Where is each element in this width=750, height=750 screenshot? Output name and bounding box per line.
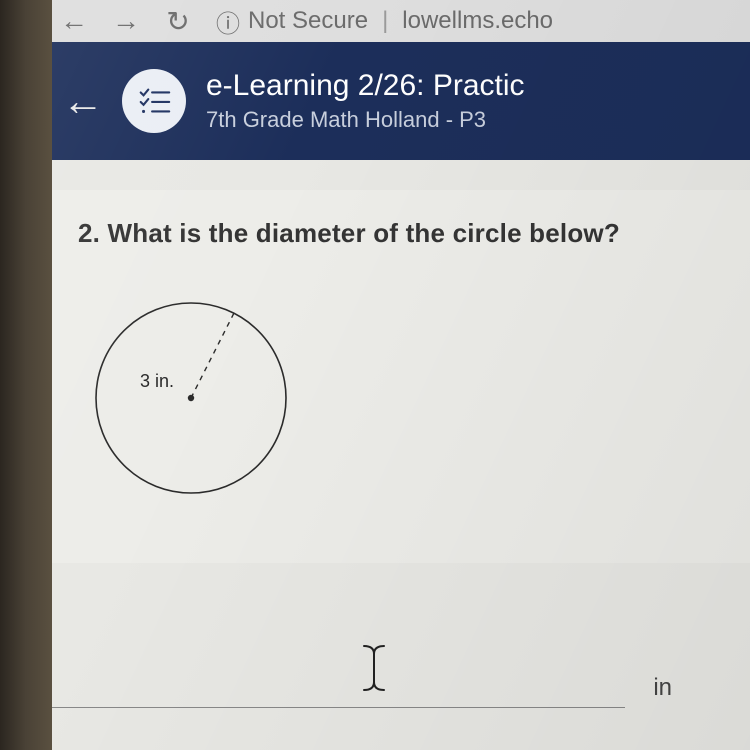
url-divider: | [382,7,388,35]
checklist-badge-icon[interactable] [122,69,186,133]
circle-diagram: 3 in. [86,293,296,503]
answer-input[interactable] [52,664,625,708]
course-subtitle: 7th Grade Math Holland - P3 [206,107,525,133]
unit-label: in [653,674,672,702]
header-title-block: e-Learning 2/26: Practic 7th Grade Math … [206,69,525,133]
answer-row: in [52,648,672,708]
app-header: ← e-Learning 2/26: Practic 7th Grade Mat… [52,42,750,160]
lesson-title: e-Learning 2/26: Practic [206,69,525,103]
back-icon[interactable]: ← [60,5,88,37]
app-back-button[interactable]: ← [62,77,104,125]
radius-label: 3 in. [140,371,174,392]
forward-icon[interactable]: → [112,5,140,37]
browser-toolbar: ← → ↻ ⓘ Not Secure | lowellms.echo [52,0,750,42]
question-text: 2. What is the diameter of the circle be… [78,218,724,249]
url-host: lowellms.echo [402,7,553,35]
info-icon: ⓘ [216,4,240,39]
reload-icon[interactable]: ↻ [164,5,192,38]
device-bezel [0,0,52,750]
security-label: Not Secure [248,7,368,35]
question-card: 2. What is the diameter of the circle be… [52,190,750,563]
address-bar[interactable]: ⓘ Not Secure | lowellms.echo [216,4,553,39]
